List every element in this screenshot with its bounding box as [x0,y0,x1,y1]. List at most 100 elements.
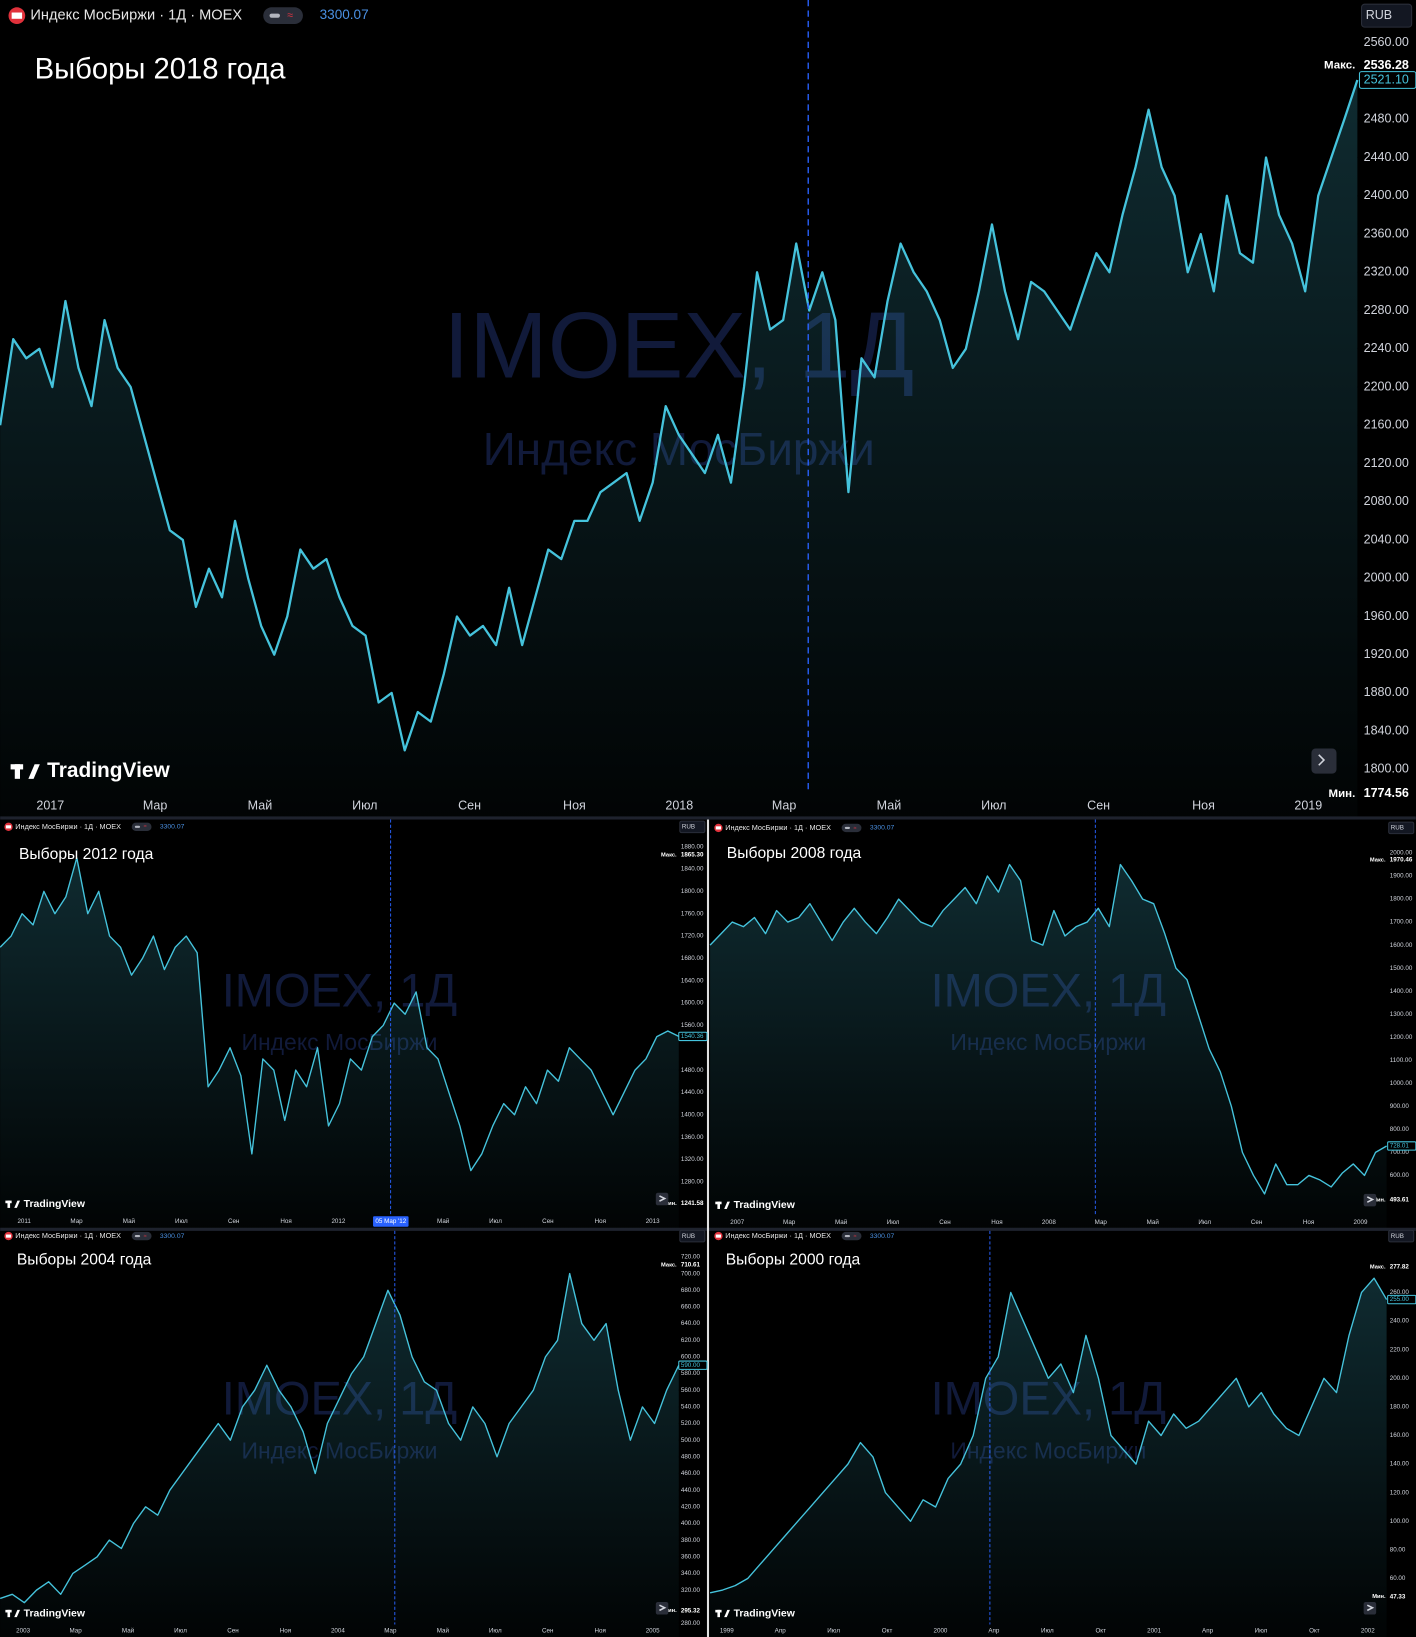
currency-button[interactable] [1388,1229,1415,1243]
min-caption: Мин. [663,1608,677,1614]
max-caption: Макс. [1324,60,1355,72]
x-tick-label: Мар [384,1627,397,1634]
y-tick-label: 2280.00 [1364,303,1409,317]
x-tick-label: 2005 [646,1627,660,1634]
currency-button[interactable] [679,820,706,834]
x-tick-label: 2011 [17,1218,31,1225]
y-tick-label: 640.00 [681,1320,701,1327]
currency-button[interactable] [679,1229,706,1243]
x-tick-label: Май [437,1218,450,1225]
y-tick-label: 600.00 [681,1354,701,1361]
y-tick-label: 700.00 [1390,1149,1410,1156]
currency-button[interactable] [1361,3,1413,28]
chart-title: Выборы 2004 года [17,1251,152,1268]
x-tick-label: Сен [542,1218,554,1225]
y-tick-label: 1600.00 [1390,942,1413,949]
scroll-icon [659,1195,667,1202]
y-tick-label: 1440.00 [681,1089,704,1096]
x-tick-label: Мар [69,1627,82,1634]
symbol-name: Индекс МосБиржи · 1Д · MOEX [15,1231,121,1240]
symbol-name: Индекс МосБиржи · 1Д · MOEX [725,1231,831,1240]
y-tick-label: 660.00 [681,1304,701,1311]
x-tick-label: Ноя [280,1627,291,1634]
x-tick-label: Сен [542,1627,554,1634]
y-tick-label: 1900.00 [1390,873,1413,880]
header-price: 3300.07 [320,7,369,22]
x-tick-label: Сен [1087,798,1110,812]
x-tick-label: 2002 [1361,1627,1375,1634]
max-caption: Макс. [1370,1264,1386,1270]
brand-name: TradingView [734,1608,796,1619]
status-pill [131,822,152,832]
symbol-name: Индекс МосБиржи · 1Д · MOEX [15,822,121,831]
price-line [709,1277,1388,1594]
x-tick-label: 2000 [934,1627,948,1634]
max-value: 2536.28 [1364,58,1409,72]
max-caption: Макс. [661,1262,677,1268]
y-tick-label: 80.00 [1390,1547,1406,1554]
x-tick-label: Сен [939,1219,951,1226]
symbol-icon-flag [5,825,12,829]
x-tick-label: Июл [827,1627,840,1634]
x-tick-label: Май [1147,1219,1160,1226]
currency-label: RUB [682,824,695,831]
currency-label: RUB [1366,8,1392,22]
area-fill [710,1278,1387,1637]
symbol-name: Индекс МосБиржи · 1Д · MOEX [30,8,242,24]
status-mark: ≈ [144,1233,147,1239]
y-tick-label: 1920.00 [1364,647,1409,661]
brand-logo [724,1201,730,1209]
x-tick-label: Мар [783,1219,796,1226]
y-tick-label: 400.00 [681,1520,701,1527]
area-fill [0,1273,679,1637]
y-tick-label: 1280.00 [681,1178,704,1185]
x-tick-label: Май [437,1627,450,1634]
currency-button[interactable] [1388,821,1415,835]
x-tick-label: 05 Мар '12 [375,1218,406,1225]
x-tick-label: Окт [882,1627,893,1634]
y-tick-label: 1720.00 [681,933,704,940]
brand-logo [14,1609,21,1618]
brand-logo [717,1201,721,1209]
y-tick-label: 2560.00 [1364,35,1409,49]
y-tick-label: 1500.00 [1390,965,1413,972]
x-tick-label: Ноя [991,1219,1002,1226]
x-tick-label: Ноя [595,1627,606,1634]
x-tick-label: Май [248,798,273,812]
y-tick-label: 1600.00 [681,1000,704,1007]
min-value: 295.32 [681,1607,701,1614]
y-tick-label: 2480.00 [1364,112,1409,126]
y-tick-label: 1840.00 [681,866,704,873]
y-tick-label: 1880.00 [1364,685,1409,699]
x-tick-label: Июл [174,1627,187,1634]
x-tick-label: Сен [1251,1219,1263,1226]
min-value: 47.33 [1390,1593,1406,1600]
y-tick-label: 2000.00 [1364,571,1409,585]
brand-logo [724,1609,730,1618]
y-tick-label: 440.00 [681,1487,701,1494]
y-tick-label: 100.00 [1390,1518,1410,1525]
header-price: 3300.07 [870,1233,895,1240]
y-tick-label: 1320.00 [681,1156,704,1163]
status-dot [844,826,850,829]
x-tick-label: Мар [143,798,168,812]
x-tick-label: 2003 [16,1627,30,1634]
x-tick-label: Июл [981,798,1006,812]
y-tick-label: 320.00 [681,1587,701,1594]
x-tick-label: Май [877,798,902,812]
x-tick-label: Ноя [563,798,586,812]
x-tick-label: Сен [458,798,481,812]
status-mark: ≈ [144,824,147,830]
x-tick-label: Май [122,1627,135,1634]
y-tick-label: 60.00 [1390,1575,1406,1582]
x-tick-label: Сен [227,1627,239,1634]
x-tick-label: 2018 [665,798,693,812]
x-tick-label: Мар [70,1218,83,1225]
x-tick-label: Ноя [595,1218,606,1225]
x-tick-label: Июл [352,798,377,812]
y-tick-label: 1200.00 [1390,1034,1413,1041]
symbol-icon-flag [715,826,722,830]
x-tick-label: Май [123,1218,136,1225]
